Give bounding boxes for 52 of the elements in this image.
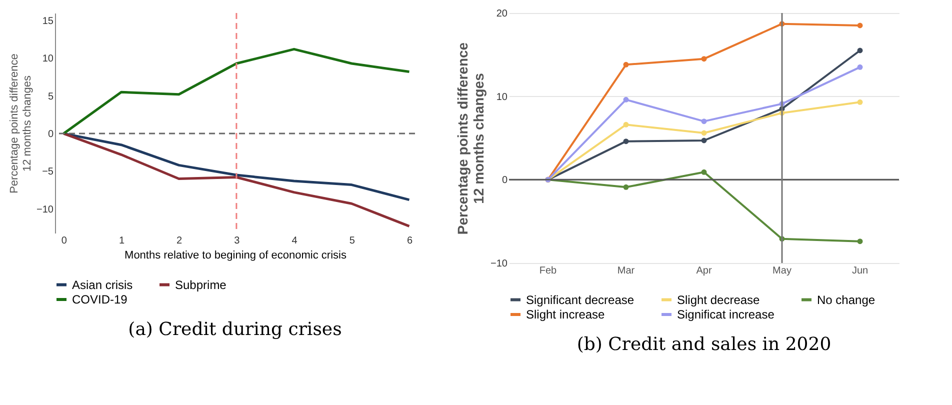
y-tick-label: 0 (502, 175, 508, 186)
point (701, 138, 707, 144)
y-tick-label: 10 (42, 54, 54, 65)
y-axis-title: Percentage points difference 12 months changes (454, 42, 487, 235)
line-series (62, 132, 410, 228)
y-tick-label: −10 (490, 258, 508, 270)
point (623, 62, 629, 68)
point (623, 184, 629, 190)
y-tick-label: 0 (48, 129, 54, 140)
y-axis-title: Percentage points difference 12 months changes (8, 54, 34, 194)
point (857, 22, 863, 28)
legend-label: COVID-19 (72, 292, 128, 306)
legend-label: Subprime (175, 278, 227, 292)
point (701, 169, 707, 175)
legend-label: Significat increase (677, 308, 775, 322)
x-tick-label: 2 (176, 236, 183, 246)
y-tick-label: −5 (42, 166, 54, 178)
point (701, 56, 707, 62)
point (857, 48, 863, 54)
x-tick-label: 1 (118, 236, 125, 246)
y-tick-label: 20 (496, 8, 508, 20)
point (701, 130, 707, 136)
line-series (62, 48, 410, 135)
point (701, 118, 707, 124)
legend-label: Significant decrease (526, 292, 634, 307)
point (857, 99, 863, 105)
point (857, 238, 863, 244)
x-tick-label: 0 (61, 236, 68, 246)
x-tick-label: 3 (234, 236, 240, 246)
x-axis-title: Months relative to begining of economic crisis (124, 250, 347, 262)
x-tick-label: 6 (406, 236, 413, 246)
x-tick-label: Mar (617, 266, 636, 276)
x-tick-label: May (772, 266, 792, 276)
legend-label: Slight increase (526, 308, 606, 322)
point (857, 64, 863, 70)
legend-label: Asian crisis (72, 278, 133, 292)
x-tick-label: 5 (349, 236, 356, 246)
point (623, 122, 629, 128)
y-tick-label: −10 (36, 204, 54, 216)
x-tick-label: Jun (852, 266, 868, 276)
point (623, 96, 629, 102)
y-tick-label: 5 (48, 91, 54, 102)
text: (a) Credit during crises (128, 319, 342, 340)
x-tick-label: Feb (539, 266, 558, 276)
x-tick-label: 4 (292, 236, 298, 246)
point (623, 138, 629, 144)
y-tick-label: 10 (496, 92, 508, 103)
y-tick-label: 15 (42, 16, 54, 28)
text: (b) Credit and sales in 2020 (576, 334, 832, 355)
legend-label: No change (817, 292, 876, 307)
x-tick-label: Apr (696, 266, 712, 276)
legend-label: Slight decrease (677, 292, 760, 307)
